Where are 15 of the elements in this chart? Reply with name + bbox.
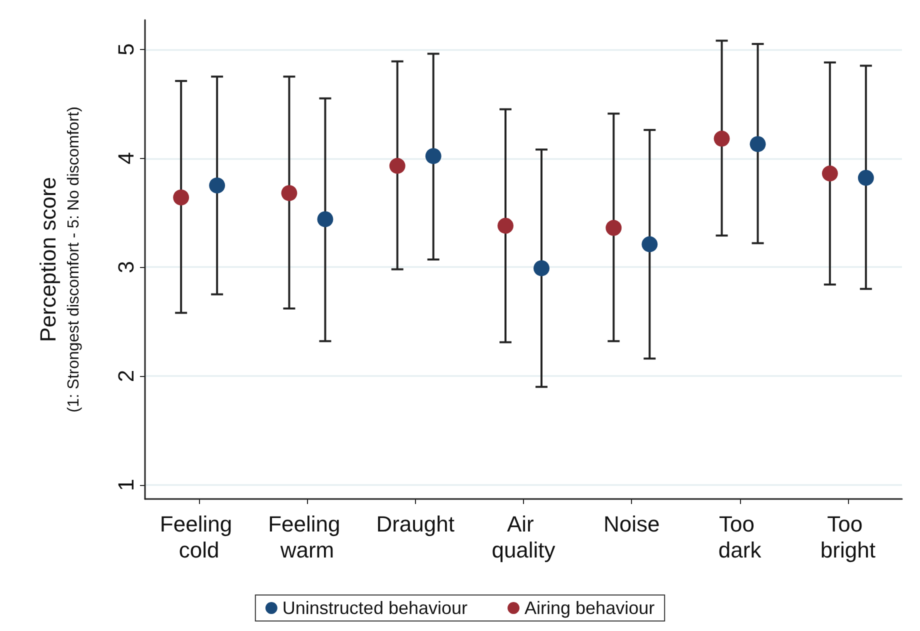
x-tick-label: Too dark: [718, 512, 762, 562]
y-tick-label: 2: [114, 370, 138, 382]
x-tick-label: Draught: [376, 512, 454, 536]
x-tick-label: Noise: [604, 512, 660, 536]
x-tick-label: Too bright: [820, 512, 876, 562]
y-tick-label: 1: [114, 478, 138, 491]
x-tick-label: Air quality: [492, 512, 556, 562]
y-tick-label: 5: [114, 43, 138, 56]
legend-label: Uninstructed behaviour: [282, 598, 468, 618]
y-tick-label: 3: [114, 260, 138, 274]
legend-label: Airing behaviour: [524, 598, 655, 618]
x-tick-label: Feeling warm: [268, 512, 346, 562]
x-tick-label: Feeling cold: [160, 512, 238, 562]
y-tick-label: 4: [114, 152, 138, 164]
y-axis-title: Perception score (1: Strongest discomfort - 5: No discomfort): [36, 106, 82, 412]
